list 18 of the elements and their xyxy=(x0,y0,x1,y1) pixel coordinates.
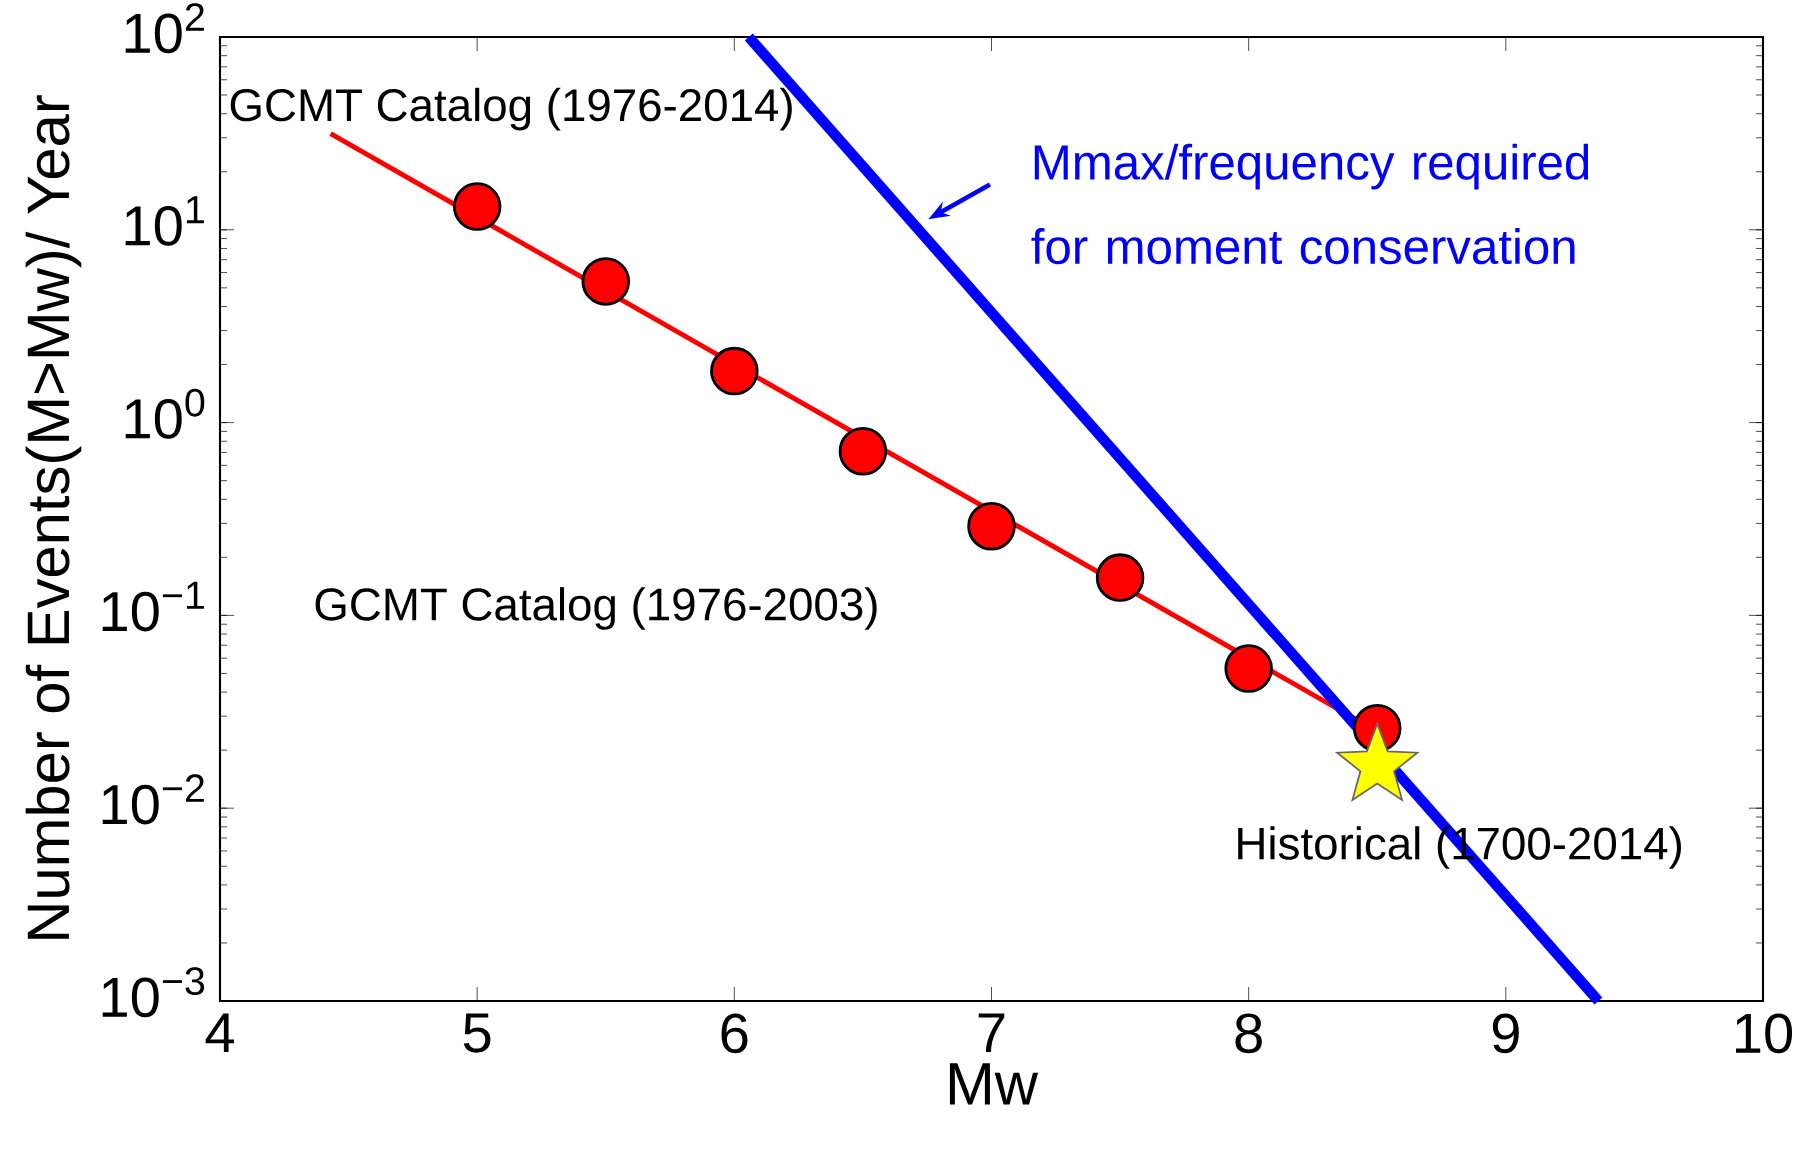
y-tick-label: 10$^{−1}$ xyxy=(102,581,204,632)
x-axis-title: Mw xyxy=(949,1063,1039,1105)
y-tick-label: 10$^{0}$ xyxy=(125,388,205,439)
x-tick-label: 6 xyxy=(721,1013,748,1054)
y-tick-label: 10$^{−2}$ xyxy=(102,774,204,825)
x-tick-label: 8 xyxy=(1235,1013,1262,1054)
x-tick-label: 7 xyxy=(978,1013,1005,1053)
x-tick-label: 9 xyxy=(1492,1013,1519,1054)
legend-label: GCMT Catalog (1976-2003) xyxy=(315,587,877,630)
x-tick-label: 4 xyxy=(205,1013,234,1053)
text: GCMT Catalog (1976-2014) xyxy=(230,87,792,131)
y-tick-label: 10$^{−3}$ xyxy=(102,967,205,1018)
y-axis-title: Number of Events(M>Mw)/ Year xyxy=(25,95,82,939)
annotation: Mmax/frequency required for moment conservation xyxy=(1031,143,1589,265)
x-tick-label: 5 xyxy=(463,1013,491,1053)
y-tick-label: 10$^{1}$ xyxy=(125,196,204,246)
y-tick-label: 10$^{2}$ xyxy=(125,3,204,54)
x-tick-label: 10 xyxy=(1736,1013,1793,1054)
